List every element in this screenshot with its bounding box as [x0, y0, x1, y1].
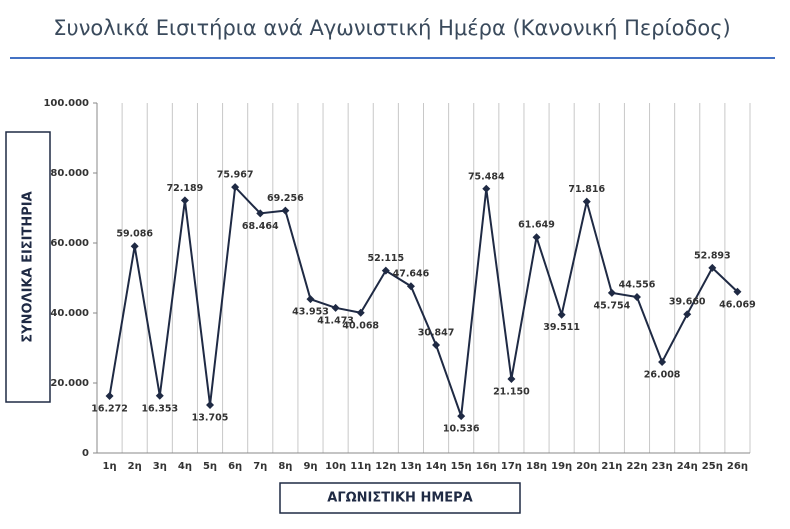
x-tick-label: 14η: [426, 461, 447, 472]
y-title-box: [5, 131, 51, 403]
x-tick-label: 8η: [278, 461, 292, 472]
marker: [356, 308, 365, 317]
y-tick-label: 60.000: [50, 238, 89, 249]
data-label: 26.008: [644, 369, 681, 380]
data-label: 47.646: [393, 269, 430, 280]
marker: [331, 303, 340, 312]
x-tick-label: 1η: [103, 461, 117, 472]
marker: [281, 206, 290, 215]
data-label: 44.556: [619, 280, 656, 291]
data-label: 61.649: [518, 220, 555, 231]
line: [108, 184, 739, 417]
data-label: 52.115: [367, 253, 404, 264]
x-tick-label: 15η: [451, 461, 472, 472]
x-tick-label: 5η: [203, 461, 217, 472]
marker: [632, 293, 641, 302]
data-label: 30.847: [418, 328, 455, 339]
marker: [457, 412, 466, 421]
x-tick-label: 23η: [652, 461, 673, 472]
x-tick-label: 17η: [501, 461, 522, 472]
x-tick-label: 11η: [350, 461, 371, 472]
x-tick-label: 18η: [526, 461, 547, 472]
data-label: 69.256: [267, 193, 304, 204]
data-label: 16.272: [91, 404, 128, 415]
marker: [683, 310, 692, 319]
marker: [582, 197, 591, 206]
marker: [432, 341, 441, 350]
x-tick-label: 10η: [325, 461, 346, 472]
x-tick-label: 25η: [702, 461, 723, 472]
y-axis-title: ΣΥΝΟΛΙΚΑ ΕΙΣΙΤΗΡΙΑ: [21, 191, 36, 342]
x-tick-label: 6η: [228, 461, 242, 472]
x-title-box: [279, 482, 521, 514]
x-axis-title: ΑΓΩΝΙΣΤΙΚΗ ΗΜΕΡΑ: [327, 491, 472, 506]
marker: [507, 374, 516, 383]
marker: [557, 310, 566, 319]
marker: [532, 233, 541, 242]
data-label: 75.967: [217, 170, 254, 181]
marker: [206, 401, 215, 410]
marker: [155, 391, 164, 400]
x-tick-label: 9η: [303, 461, 317, 472]
chart-title: Συνολικά Εισιτήρια ανά Αγωνιστική Ημέρα …: [53, 16, 730, 40]
x-tick-label: 13η: [400, 461, 421, 472]
data-label: 45.754: [594, 300, 631, 311]
marker: [607, 288, 616, 297]
y-tick-label: 40.000: [50, 308, 89, 319]
x-tick-label: 19η: [551, 461, 572, 472]
marker: [482, 184, 491, 193]
data-label: 68.464: [242, 221, 279, 232]
x-tick-label: 20η: [576, 461, 597, 472]
x-tick-label: 24η: [677, 461, 698, 472]
y-tick-label: 20.000: [50, 378, 89, 389]
data-label: 75.484: [468, 171, 505, 182]
x-tick-label: 7η: [253, 461, 267, 472]
data-label: 41.473: [317, 315, 354, 326]
data-label: 46.069: [719, 299, 756, 310]
x-tick-label: 16η: [476, 461, 497, 472]
data-label: 52.893: [694, 250, 731, 261]
x-tick-label: 2η: [128, 461, 142, 472]
y-tick-label: 100.000: [43, 98, 89, 109]
data-label: 72.189: [167, 183, 204, 194]
x-tick-label: 22η: [626, 461, 647, 472]
data-label: 71.816: [568, 184, 605, 195]
y-tick-label: 0: [82, 448, 89, 459]
marker: [658, 357, 667, 366]
marker: [180, 196, 189, 205]
marker: [406, 282, 415, 291]
data-label: 13.705: [192, 413, 229, 424]
data-label: 21.150: [493, 386, 530, 397]
y-tick-label: 80.000: [50, 168, 89, 179]
data-label: 40.068: [342, 320, 379, 331]
data-label: 43.953: [292, 307, 329, 318]
x-tick-label: 4η: [178, 461, 192, 472]
marker: [256, 209, 265, 218]
marker: [105, 392, 114, 401]
data-label: 59.086: [116, 229, 153, 240]
marker: [381, 266, 390, 275]
marker: [708, 263, 717, 272]
marker: [231, 183, 240, 192]
data-label: 10.536: [443, 424, 480, 435]
x-tick-label: 21η: [601, 461, 622, 472]
data-label: 39.660: [669, 297, 706, 308]
marker: [130, 242, 139, 251]
x-tick-label: 26η: [727, 461, 748, 472]
data-label: 16.353: [141, 403, 178, 414]
data-label: 39.511: [543, 322, 580, 333]
x-tick-label: 3η: [153, 461, 167, 472]
x-tick-label: 12η: [375, 461, 396, 472]
marker: [733, 287, 742, 296]
marker: [306, 295, 315, 304]
